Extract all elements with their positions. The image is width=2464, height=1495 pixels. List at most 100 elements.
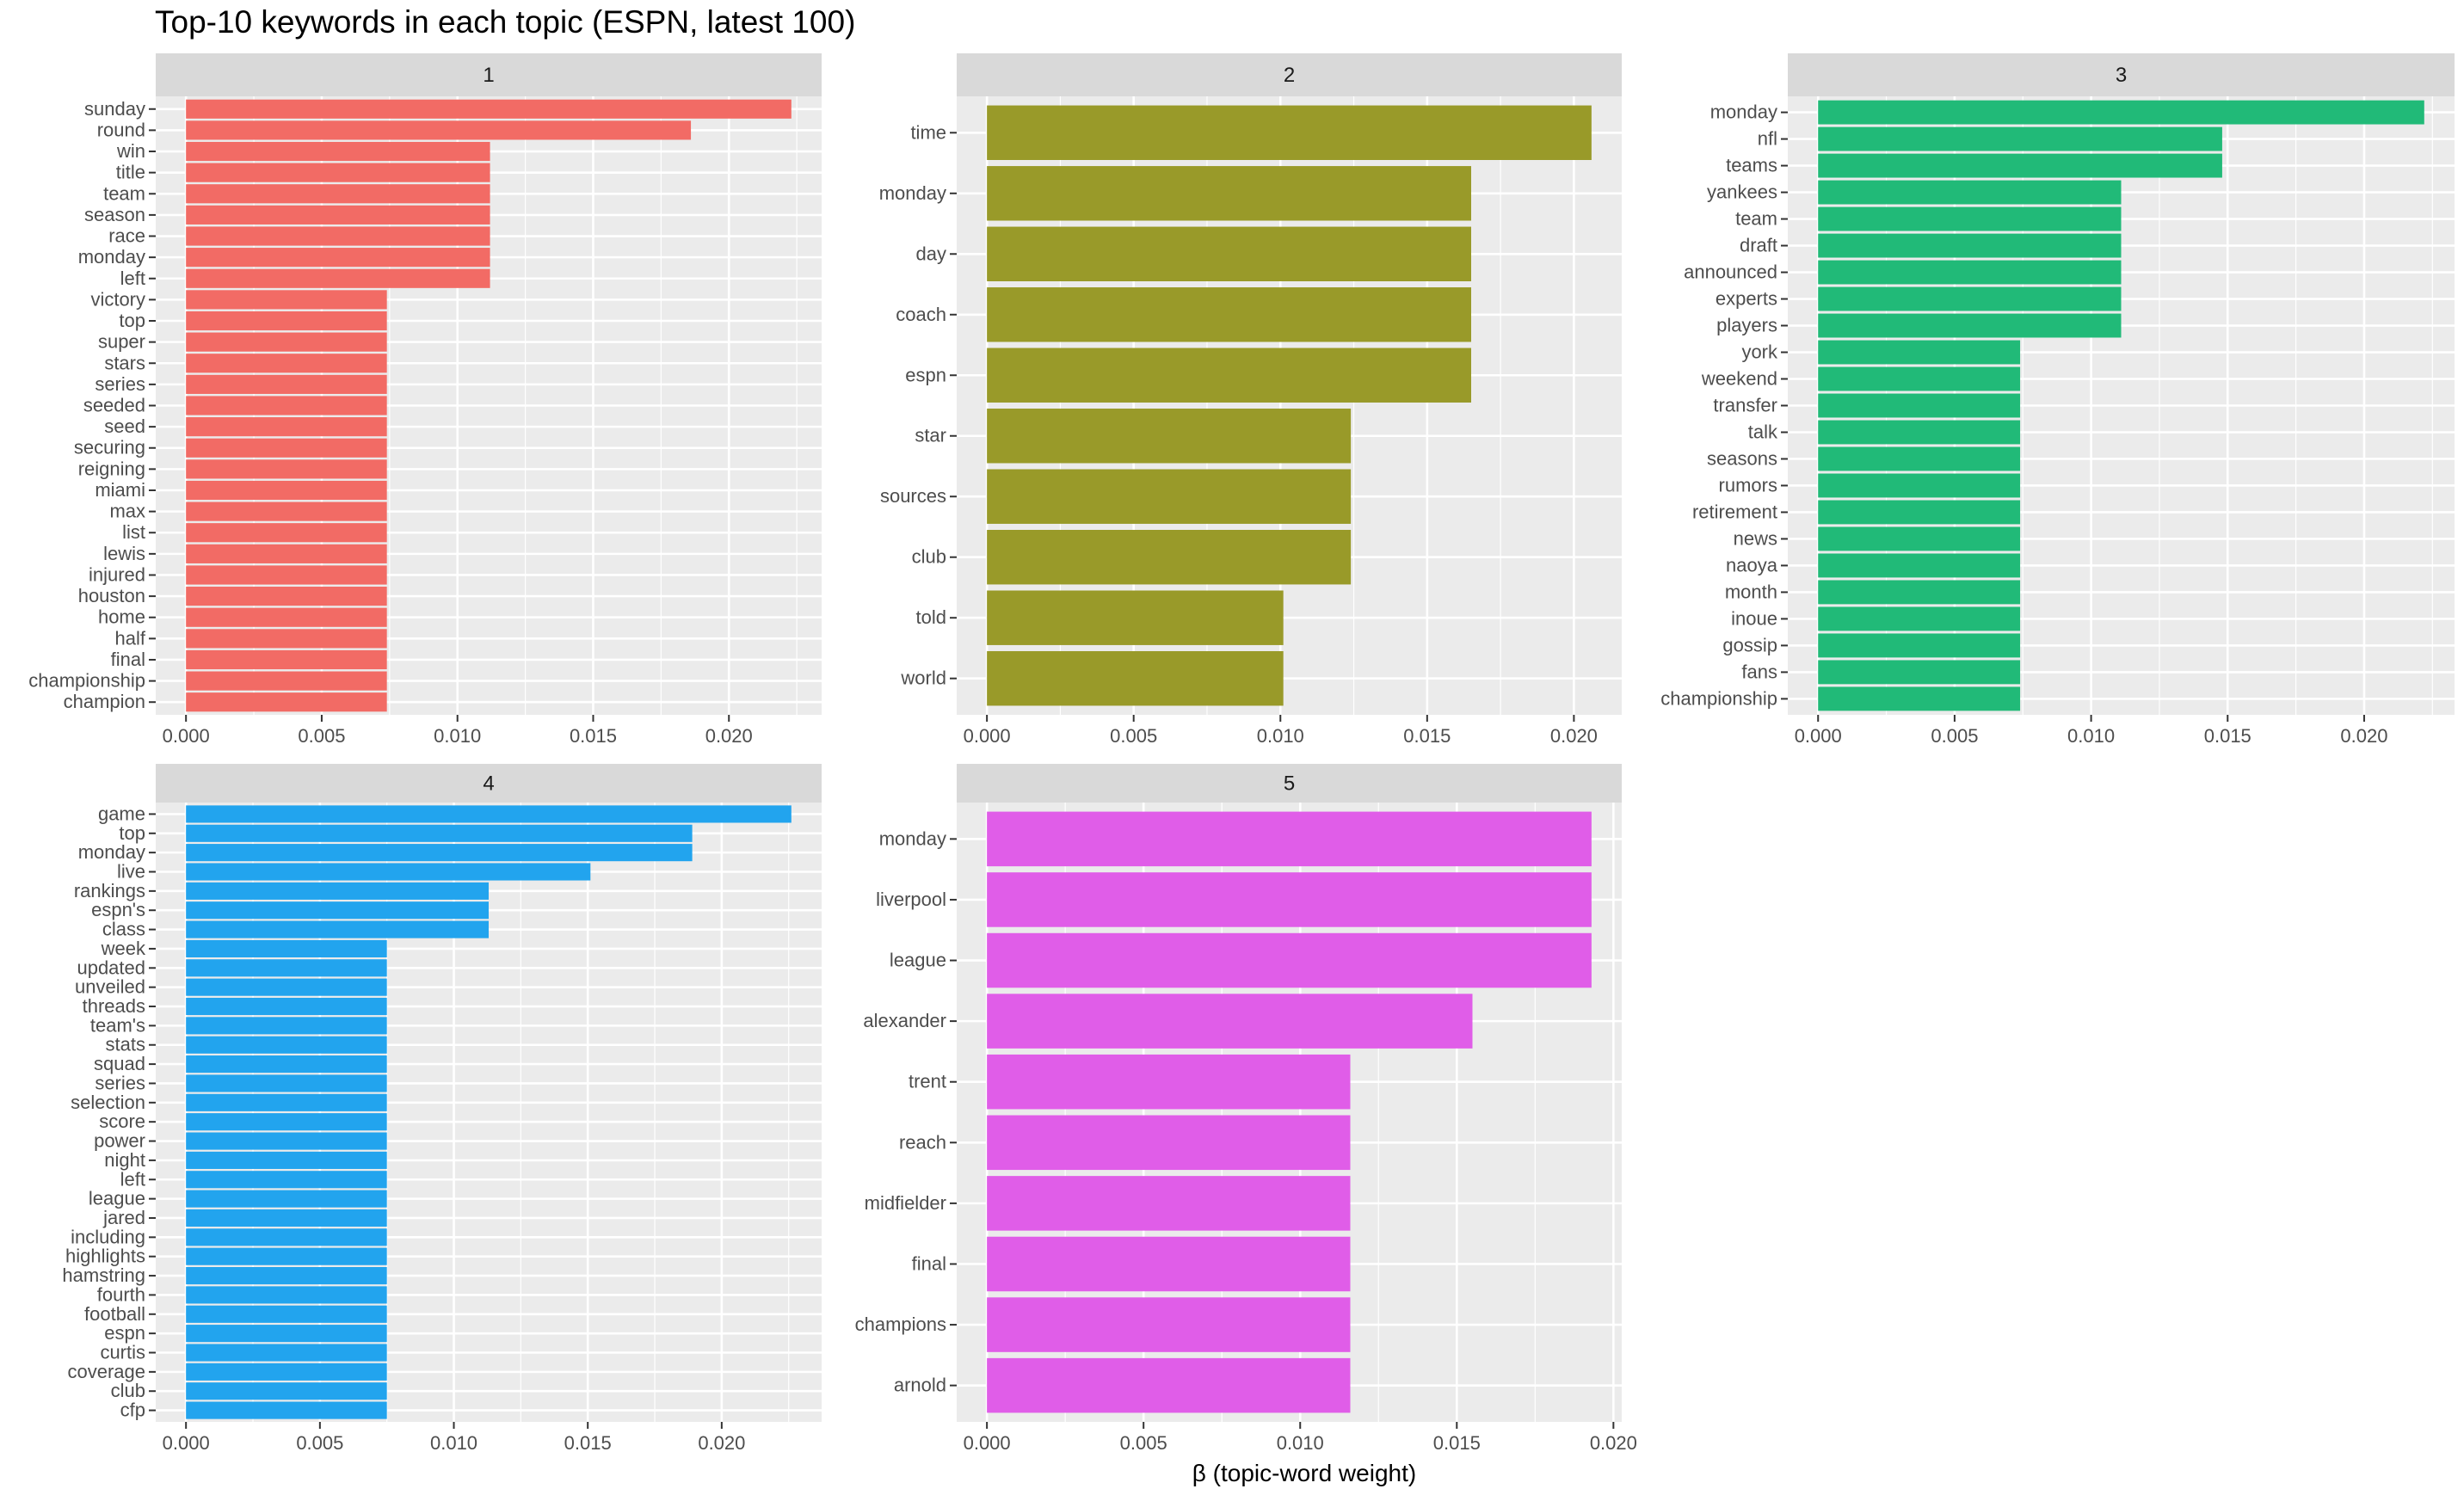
y-tick-label: securing — [74, 437, 145, 458]
y-tick-label: series — [95, 373, 145, 395]
y-tick-label: win — [116, 140, 145, 162]
bar-including — [186, 1228, 387, 1246]
bar-told — [987, 590, 1284, 645]
bar-title — [186, 163, 490, 182]
y-tick-label: left — [120, 1168, 145, 1190]
bar-power — [186, 1132, 387, 1150]
bar-sunday — [186, 99, 792, 119]
bar-midfielder — [987, 1176, 1351, 1231]
y-tick-label: reigning — [78, 458, 145, 479]
y-tick-label: monday — [78, 841, 145, 863]
bar-injured — [186, 565, 387, 585]
y-tick-label: team's — [90, 1014, 145, 1036]
y-tick-label: talk — [1748, 421, 1778, 442]
y-tick-label: unveiled — [75, 976, 145, 998]
bar-alexander — [987, 994, 1473, 1049]
bar-club — [987, 530, 1352, 585]
bar-team — [186, 184, 490, 204]
x-tick-label: 0.020 — [1550, 725, 1598, 747]
y-tick-label: league — [890, 950, 946, 971]
y-tick-label: gossip — [1722, 634, 1777, 655]
x-tick-label: 0.010 — [2067, 725, 2115, 747]
y-tick-label: top — [119, 310, 145, 331]
y-tick-label: stars — [104, 352, 145, 373]
y-tick-label: teams — [1726, 155, 1777, 176]
y-tick-label: retirement — [1692, 501, 1777, 522]
x-tick-label: 0.005 — [1120, 1432, 1167, 1454]
y-tick-label: fourth — [97, 1283, 145, 1305]
x-tick-label: 0.015 — [1433, 1432, 1481, 1454]
bar-time — [987, 105, 1592, 161]
y-tick-label: cfp — [120, 1400, 145, 1421]
bar-liverpool — [987, 872, 1592, 927]
y-tick-label: fans — [1741, 661, 1777, 682]
y-tick-label: left — [120, 268, 145, 289]
bar-star — [987, 409, 1352, 464]
bar-updated — [186, 959, 387, 977]
y-tick-label: top — [119, 822, 145, 844]
y-tick-label: max — [109, 501, 145, 522]
bar-houston — [186, 587, 387, 606]
bar-yankees — [1818, 180, 2122, 205]
bar-transfer — [1818, 393, 2021, 418]
panel-2: 2 0.000 0.005 0.010 0.015 0.020 time monday day c… — [879, 53, 1622, 747]
y-tick-label: champions — [855, 1314, 946, 1335]
bar-seasons — [1818, 446, 2021, 471]
y-tick-label: time — [910, 121, 946, 143]
y-tick-label: power — [94, 1130, 145, 1152]
y-tick-label: title — [116, 162, 145, 183]
bar-series — [186, 374, 387, 394]
x-tick-label: 0.000 — [964, 725, 1011, 747]
bar-champion — [186, 692, 387, 712]
y-tick-label: highlights — [65, 1246, 145, 1267]
y-tick-label: threads — [83, 995, 145, 1017]
x-tick-label: 0.015 — [570, 725, 617, 747]
y-tick-label: monday — [879, 182, 946, 204]
y-tick-label: injured — [89, 563, 145, 585]
y-tick-label: announced — [1684, 261, 1777, 283]
x-tick-label: 0.010 — [1277, 1432, 1324, 1454]
bar-monday — [987, 166, 1472, 221]
bar-miami — [186, 480, 387, 501]
y-tick-label: series — [95, 1072, 145, 1093]
bar-reigning — [186, 459, 387, 479]
panel-4: 40.000 0.005 0.010 0.015 0.020gametopmondayl… — [62, 764, 822, 1454]
bar-final — [186, 649, 387, 670]
y-tick-label: class — [102, 919, 145, 940]
bar-cfp — [186, 1401, 387, 1419]
y-tick-label: nfl — [1758, 128, 1777, 150]
y-tick-label: espn — [104, 1322, 145, 1344]
y-tick-label: championship — [1660, 687, 1777, 709]
x-tick-label: 0.005 — [1110, 725, 1157, 747]
y-tick-label: week — [101, 938, 146, 959]
y-tick-label: championship — [28, 670, 145, 692]
y-tick-label: race — [108, 225, 145, 247]
bar-jared — [186, 1209, 387, 1227]
bar-coach — [987, 287, 1472, 342]
bar-talk — [1818, 420, 2021, 445]
y-tick-label: game — [98, 803, 145, 824]
bar-monday — [987, 811, 1592, 867]
x-tick-label: 0.015 — [1403, 725, 1451, 747]
facet-strip — [156, 764, 822, 803]
y-tick-label: victory — [90, 288, 145, 310]
y-tick-label: players — [1716, 315, 1777, 336]
x-tick-label: 0.005 — [298, 725, 345, 747]
bar-max — [186, 501, 387, 521]
bar-championship — [186, 671, 387, 691]
bar-round — [186, 120, 692, 140]
bar-york — [1818, 340, 2021, 365]
bar-left — [186, 1171, 387, 1189]
bar-victory — [186, 290, 387, 310]
bar-inoue — [1818, 606, 2021, 631]
y-tick-label: monday — [879, 827, 946, 849]
y-tick-label: houston — [78, 585, 145, 606]
y-tick-label: seasons — [1707, 447, 1777, 469]
y-tick-label: weekend — [1701, 368, 1777, 390]
y-tick-label: told — [916, 606, 946, 628]
bar-month — [1818, 580, 2021, 605]
bar-highlights — [186, 1247, 387, 1265]
y-tick-label: inoue — [1731, 607, 1777, 629]
panel-3: 30.000 0.005 0.010 0.015 0.020mondaynflteams… — [1660, 53, 2455, 747]
